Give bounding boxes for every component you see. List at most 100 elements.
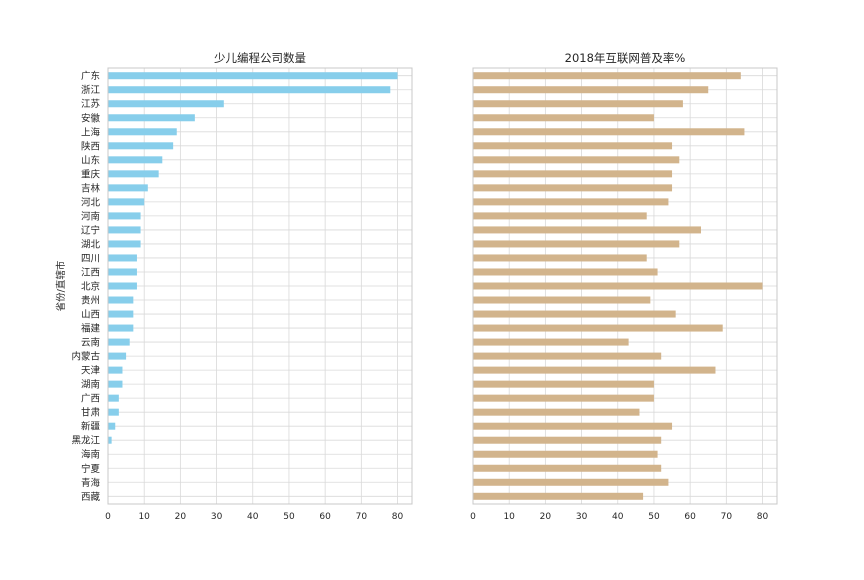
panel1-bar-内蒙古 xyxy=(108,352,127,360)
panel2-bar-甘肃 xyxy=(473,408,640,416)
panel2-bar-青海 xyxy=(473,478,669,486)
panel2-bar-天津 xyxy=(473,366,716,374)
panel1-ytick-label: 辽宁 xyxy=(81,224,100,236)
panel2-title: 2018年互联网普及率% xyxy=(565,51,686,65)
panel1-ytick-label: 吉林 xyxy=(81,182,101,194)
panel1-ytick-label: 江苏 xyxy=(81,98,101,110)
panel1-ytick-label: 上海 xyxy=(81,126,101,138)
panel2-bar-河南 xyxy=(473,212,647,220)
panel1-bar-浙江 xyxy=(108,86,391,94)
panel1-bar-河北 xyxy=(108,198,145,206)
panel1-ytick-label: 广东 xyxy=(81,70,100,82)
panel1-xtick-label: 40 xyxy=(247,512,259,522)
panel1-ylabel: 省份/直辖市 xyxy=(55,260,67,311)
panel1-frame xyxy=(107,67,413,505)
panel2-xtick-label: 70 xyxy=(721,512,733,522)
panel2-xtick-label: 80 xyxy=(757,512,769,522)
panel1-ytick-label: 甘肃 xyxy=(81,407,100,419)
panel2-bar-新疆 xyxy=(473,422,673,430)
panel1-bar-江苏 xyxy=(108,100,224,108)
panel1-ytick-label: 北京 xyxy=(81,281,100,293)
panel2-bar-江西 xyxy=(473,268,658,276)
panel1-ytick-label: 贵州 xyxy=(81,295,100,307)
panel1-bar-贵州 xyxy=(108,296,134,304)
panel1-ytick-label: 浙江 xyxy=(81,84,101,96)
panel1-bar-吉林 xyxy=(108,184,148,192)
panel1-bar-甘肃 xyxy=(108,408,119,416)
panel2-bar-湖北 xyxy=(473,240,680,248)
panel2-xtick-label: 20 xyxy=(540,512,552,522)
panel2-bar-内蒙古 xyxy=(473,352,662,360)
panel2-xtick-label: 0 xyxy=(470,512,476,522)
panel1-xtick-label: 30 xyxy=(211,512,223,522)
panel2-bar-陕西 xyxy=(473,142,673,150)
panel2-bar-辽宁 xyxy=(473,226,701,234)
panel1-xtick-label: 50 xyxy=(283,512,295,522)
panel2-xtick-label: 50 xyxy=(648,512,660,522)
panel1-ytick-label: 天津 xyxy=(81,366,101,377)
panel1-ytick-label: 重庆 xyxy=(81,168,101,180)
panel2-xtick-label: 30 xyxy=(576,512,588,522)
panel1-ytick-label: 河南 xyxy=(81,210,100,222)
panel2-xtick-label: 10 xyxy=(503,512,515,522)
panel2-bar-贵州 xyxy=(473,296,651,304)
panel2-bar-河北 xyxy=(473,198,669,206)
panel1-bar-湖北 xyxy=(108,240,141,248)
panel2-bar-海南 xyxy=(473,450,658,458)
panel1-ytick-label: 江西 xyxy=(81,267,100,278)
panel1-bar-河南 xyxy=(108,212,141,220)
panel1-ytick-label: 云南 xyxy=(81,337,100,349)
panel1-xtick-label: 60 xyxy=(319,512,331,522)
panel2-bar-山西 xyxy=(473,310,676,318)
panel1-bar-上海 xyxy=(108,128,177,136)
panel1-ytick-label: 西藏 xyxy=(81,491,101,503)
panel1-ytick-label: 内蒙古 xyxy=(71,351,100,363)
panel1-ytick-label: 广西 xyxy=(81,393,100,405)
panel1-bar-重庆 xyxy=(108,170,159,178)
panel1-bar-新疆 xyxy=(108,422,116,430)
panel1-bar-云南 xyxy=(108,338,130,346)
panel2-bar-上海 xyxy=(473,128,745,136)
panel2-bar-北京 xyxy=(473,282,763,290)
panel2-bar-西藏 xyxy=(473,492,644,500)
panel1-bar-广东 xyxy=(108,72,398,80)
panel1-ytick-label: 湖北 xyxy=(81,239,101,250)
panel2-bar-黑龙江 xyxy=(473,436,662,444)
panel1-bar-湖南 xyxy=(108,380,123,388)
panel1-ytick-label: 河北 xyxy=(81,196,101,208)
panel1-ytick-label: 山西 xyxy=(81,310,100,321)
panel2-bar-江苏 xyxy=(473,100,683,108)
panel1-ytick-label: 海南 xyxy=(81,449,100,461)
panel2-xtick-label: 60 xyxy=(684,512,696,522)
panel1-title: 少儿编程公司数量 xyxy=(214,51,306,65)
panel1-bar-北京 xyxy=(108,282,137,290)
panel1-ytick-label: 青海 xyxy=(81,477,101,489)
panel1-xtick-label: 80 xyxy=(392,512,404,522)
panel2-bar-广西 xyxy=(473,394,654,402)
panel1-bar-四川 xyxy=(108,254,137,262)
panel2-bar-广东 xyxy=(473,72,741,80)
panel1-bar-天津 xyxy=(108,366,123,374)
panel1-bar-安徽 xyxy=(108,114,195,122)
panel2-bar-湖南 xyxy=(473,380,654,388)
panel1-ytick-label: 安徽 xyxy=(81,112,101,124)
panel2-bar-吉林 xyxy=(473,184,673,192)
panel1-xtick-label: 20 xyxy=(175,512,187,522)
panel2-frame xyxy=(472,67,778,505)
panel1-ytick-label: 陕西 xyxy=(81,140,100,152)
panel1-bar-陕西 xyxy=(108,142,174,150)
panel1-bar-广西 xyxy=(108,394,119,402)
panel1-ytick-label: 四川 xyxy=(81,253,100,264)
panel1-bar-山西 xyxy=(108,310,134,318)
panel2-bar-云南 xyxy=(473,338,629,346)
panel1-xtick-label: 10 xyxy=(138,512,150,522)
panel1-ytick-label: 山东 xyxy=(81,154,100,166)
panel1-xtick-label: 0 xyxy=(105,512,111,522)
panel1-bar-辽宁 xyxy=(108,226,141,234)
panel2-bar-重庆 xyxy=(473,170,673,178)
panel2-bar-四川 xyxy=(473,254,647,262)
panel1-ytick-label: 新疆 xyxy=(81,421,101,433)
panel1-bar-黑龙江 xyxy=(108,436,112,444)
